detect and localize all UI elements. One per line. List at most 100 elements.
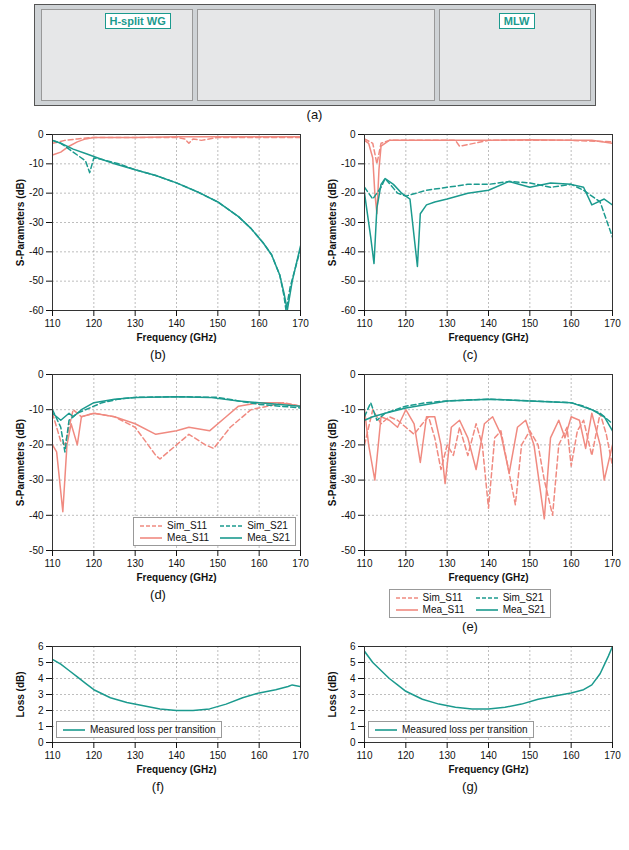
svg-text:-40: -40 [29,246,44,257]
svg-text:160: 160 [563,750,580,761]
svg-text:140: 140 [168,558,185,569]
html-text:(d): (d) [150,587,166,602]
svg-text:130: 130 [127,558,144,569]
svg-text:-30: -30 [341,217,356,228]
svg-text:Frequency (GHz): Frequency (GHz) [136,332,216,343]
svg-text:-40: -40 [341,246,356,257]
html-text:(a): (a) [306,107,323,122]
svg-text:150: 150 [521,750,538,761]
svg-text:140: 140 [480,750,497,761]
svg-text:-20: -20 [341,439,356,450]
svg-text:-10: -10 [341,158,356,169]
svg-text:120: 120 [397,318,414,329]
svg-text:170: 170 [604,318,621,329]
svg-text:160: 160 [251,558,268,569]
svg-text:130: 130 [127,750,144,761]
svg-text:-30: -30 [29,217,44,228]
html-text:(g): (g) [462,779,478,794]
svg-text:160: 160 [251,318,268,329]
svg-text:-20: -20 [29,187,44,198]
svg-text:-50: -50 [341,275,356,286]
svg-text:6: 6 [38,641,44,652]
svg-text:0: 0 [350,737,356,748]
svg-text:140: 140 [168,318,185,329]
svg-text:110: 110 [357,750,373,761]
svg-text:110: 110 [357,558,373,569]
svg-text:-50: -50 [29,545,44,556]
svg-text:170: 170 [604,750,621,761]
svg-text:170: 170 [292,750,309,761]
svg-text:0: 0 [38,129,44,140]
svg-text:S-Parameters (dB): S-Parameters (dB) [327,179,338,266]
svg-text:5: 5 [38,657,44,668]
svg-text:160: 160 [563,558,580,569]
html-text:(e): (e) [462,619,478,634]
svg-text:170: 170 [292,318,309,329]
svg-text:120: 120 [85,318,102,329]
html-text:(c): (c) [462,347,478,362]
svg-text:140: 140 [480,558,497,569]
svg-text:120: 120 [85,558,102,569]
svg-text:0: 0 [38,737,44,748]
svg-text:150: 150 [521,318,538,329]
svg-text:170: 170 [292,558,309,569]
svg-text:110: 110 [45,558,61,569]
svg-text:Frequency (GHz): Frequency (GHz) [448,572,528,583]
svg-text:-60: -60 [29,305,44,316]
svg-text:4: 4 [38,673,44,684]
svg-text:120: 120 [397,750,414,761]
svg-text:-40: -40 [29,510,44,521]
svg-text:-60: -60 [341,305,356,316]
svg-text:4: 4 [350,673,356,684]
svg-text:110: 110 [45,318,61,329]
svg-text:-50: -50 [29,275,44,286]
svg-text:120: 120 [397,558,414,569]
svg-text:-10: -10 [29,404,44,415]
svg-text:S-Parameters (dB): S-Parameters (dB) [15,419,26,506]
svg-text:110: 110 [45,750,61,761]
svg-text:110: 110 [357,318,373,329]
svg-text:-40: -40 [341,510,356,521]
svg-text:130: 130 [439,558,456,569]
svg-text:160: 160 [563,318,580,329]
svg-text:5: 5 [350,657,356,668]
svg-text:160: 160 [251,750,268,761]
svg-text:S-Parameters (dB): S-Parameters (dB) [15,179,26,266]
svg-text:140: 140 [168,750,185,761]
svg-text:-20: -20 [341,187,356,198]
svg-text:0: 0 [350,129,356,140]
svg-text:-10: -10 [29,158,44,169]
svg-text:Loss (dB): Loss (dB) [15,671,26,717]
svg-text:-30: -30 [341,474,356,485]
svg-text:Frequency (GHz): Frequency (GHz) [448,332,528,343]
svg-text:-50: -50 [341,545,356,556]
svg-text:140: 140 [480,318,497,329]
svg-text:-30: -30 [29,474,44,485]
svg-text:150: 150 [521,558,538,569]
svg-text:6: 6 [350,641,356,652]
svg-text:3: 3 [38,689,44,700]
svg-text:3: 3 [350,689,356,700]
svg-text:0: 0 [350,369,356,380]
svg-text:Loss (dB): Loss (dB) [327,671,338,717]
svg-text:130: 130 [439,750,456,761]
svg-text:Frequency (GHz): Frequency (GHz) [136,572,216,583]
svg-text:150: 150 [209,750,226,761]
svg-text:130: 130 [127,318,144,329]
svg-text:150: 150 [209,318,226,329]
svg-text:2: 2 [350,705,356,716]
svg-text:Frequency (GHz): Frequency (GHz) [136,764,216,775]
svg-text:1: 1 [350,721,356,732]
svg-text:1: 1 [38,721,44,732]
html-text:(b): (b) [150,347,166,362]
svg-text:Frequency (GHz): Frequency (GHz) [448,764,528,775]
svg-text:150: 150 [209,558,226,569]
svg-text:170: 170 [604,558,621,569]
svg-text:2: 2 [38,705,44,716]
svg-text:130: 130 [439,318,456,329]
svg-text:120: 120 [85,750,102,761]
svg-text:-20: -20 [29,439,44,450]
svg-text:0: 0 [38,369,44,380]
svg-text:-10: -10 [341,404,356,415]
svg-text:S-Parameters (dB): S-Parameters (dB) [327,419,338,506]
